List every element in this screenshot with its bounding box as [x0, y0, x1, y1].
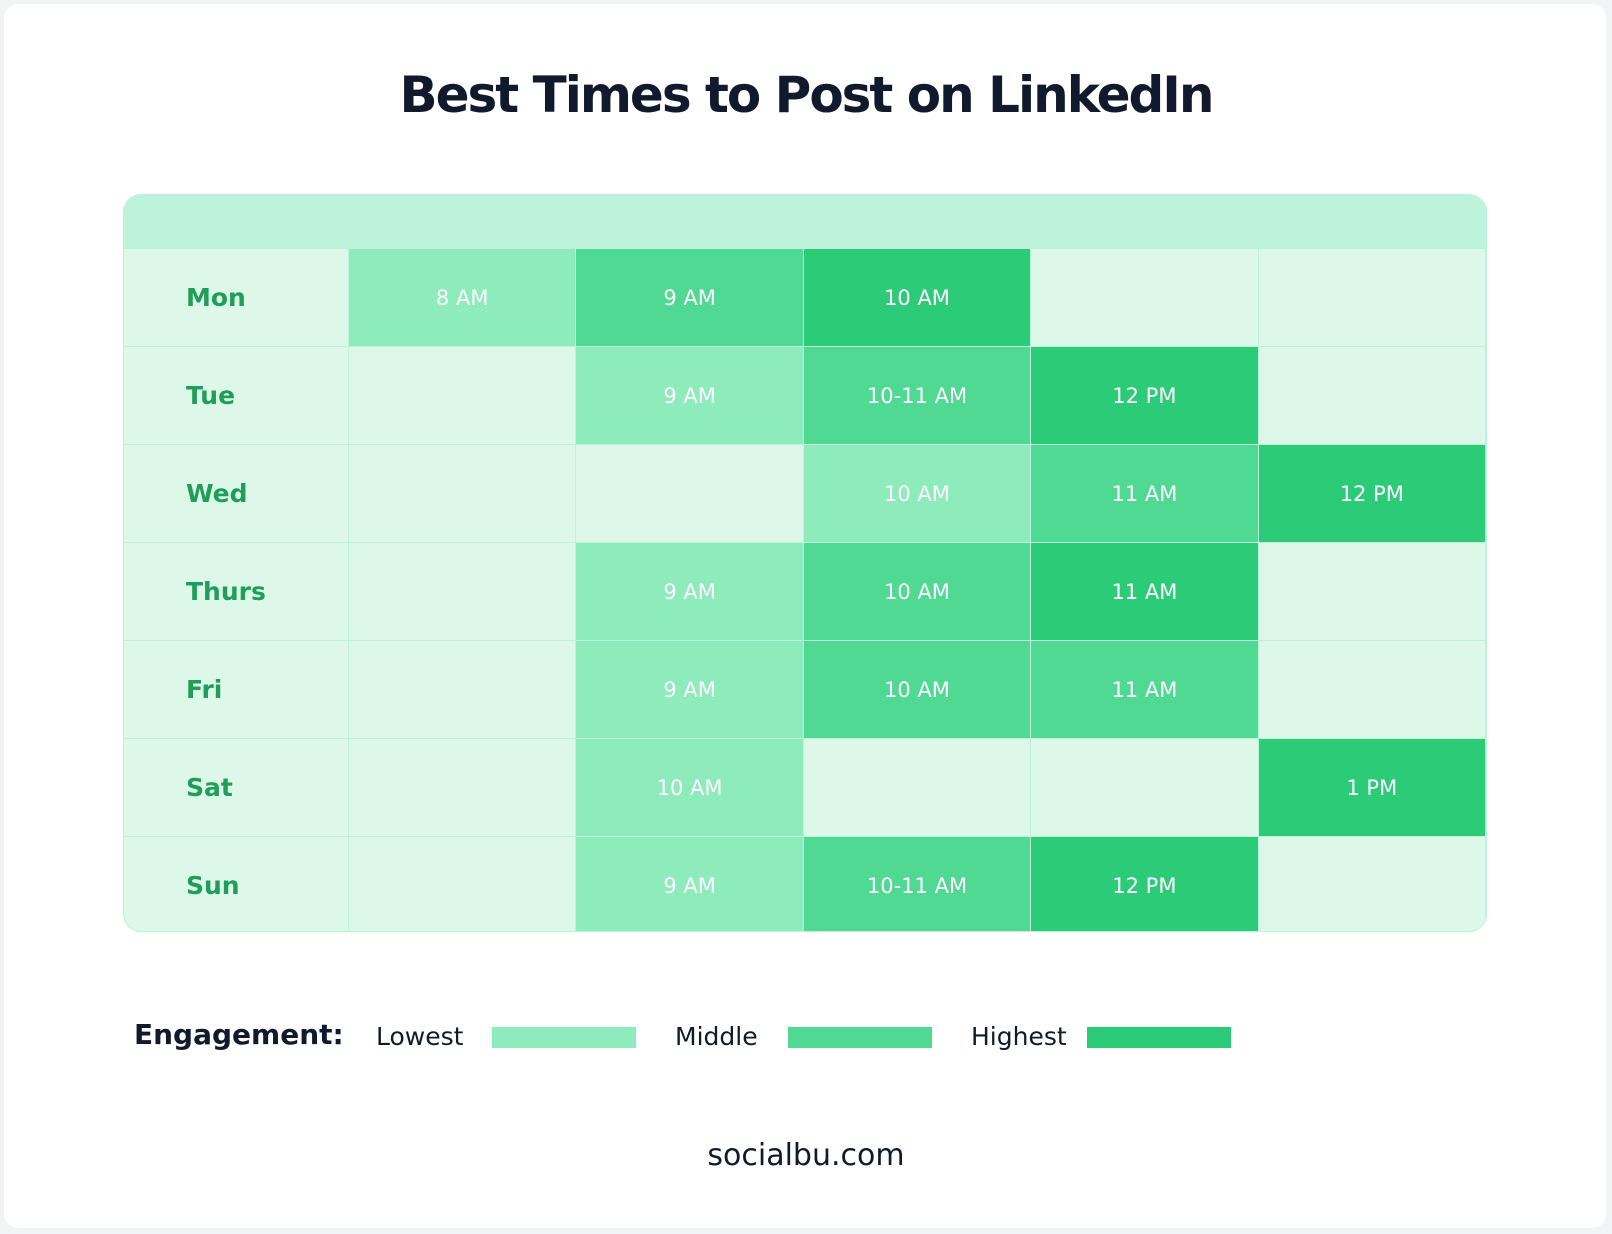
empty-cell — [1258, 249, 1486, 347]
time-cell: 10-11 AM — [803, 347, 1032, 445]
time-cell: 12 PM — [1258, 445, 1486, 543]
empty-cell — [1258, 347, 1486, 445]
time-cell: 10 AM — [803, 543, 1032, 641]
header-band — [124, 195, 1486, 249]
title: Best Times to Post on LinkedIn — [399, 66, 1215, 124]
day-label: Sat — [124, 739, 349, 837]
legend-label: Lowest — [376, 1022, 464, 1051]
legend-title: Engagement: — [134, 1018, 344, 1051]
empty-cell — [1259, 837, 1486, 931]
legend-swatch — [492, 1027, 636, 1048]
day-label: Tue — [124, 347, 349, 445]
empty-cell — [349, 837, 577, 931]
time-cell: 9 AM — [576, 347, 804, 445]
empty-cell — [576, 445, 804, 543]
day-label: Sun — [124, 837, 349, 931]
empty-cell — [1258, 641, 1486, 739]
time-cell: 10 AM — [803, 641, 1032, 739]
day-label: Mon — [124, 249, 349, 347]
day-label: Wed — [124, 445, 349, 543]
empty-cell — [1258, 543, 1486, 641]
time-cell: 9 AM — [576, 837, 804, 931]
legend-swatch — [788, 1027, 932, 1048]
empty-cell — [349, 445, 577, 543]
time-cell: 10-11 AM — [803, 837, 1032, 931]
time-cell: 10 AM — [576, 739, 804, 837]
legend-swatch — [1087, 1027, 1231, 1048]
time-cell: 8 AM — [349, 249, 577, 347]
time-cell: 11 AM — [1031, 641, 1259, 739]
day-label: Fri — [124, 641, 349, 739]
empty-cell — [349, 739, 577, 837]
time-cell: 9 AM — [576, 543, 804, 641]
empty-cell — [1031, 739, 1259, 837]
time-cell: 9 AM — [576, 641, 804, 739]
footer: socialbu.com — [707, 1138, 905, 1173]
time-cell: 10 AM — [803, 249, 1032, 347]
time-cell: 12 PM — [1031, 347, 1259, 445]
time-cell: 12 PM — [1031, 837, 1259, 931]
time-cell: 10 AM — [803, 445, 1032, 543]
legend-label: Highest — [971, 1022, 1067, 1051]
time-cell: 11 AM — [1031, 445, 1259, 543]
legend-label: Middle — [675, 1022, 758, 1051]
empty-cell — [349, 641, 577, 739]
empty-cell — [803, 739, 1032, 837]
day-label: Thurs — [124, 543, 349, 641]
time-cell: 11 AM — [1031, 543, 1259, 641]
schedule-table: Mon 8 AM 9 AM 10 AM Tue 9 AM 10-11 AM 12 PM Wed 1… — [123, 194, 1487, 932]
empty-cell — [1031, 249, 1259, 347]
empty-cell — [349, 543, 577, 641]
empty-cell — [349, 347, 577, 445]
time-cell: 1 PM — [1258, 739, 1486, 837]
time-cell: 9 AM — [576, 249, 804, 347]
